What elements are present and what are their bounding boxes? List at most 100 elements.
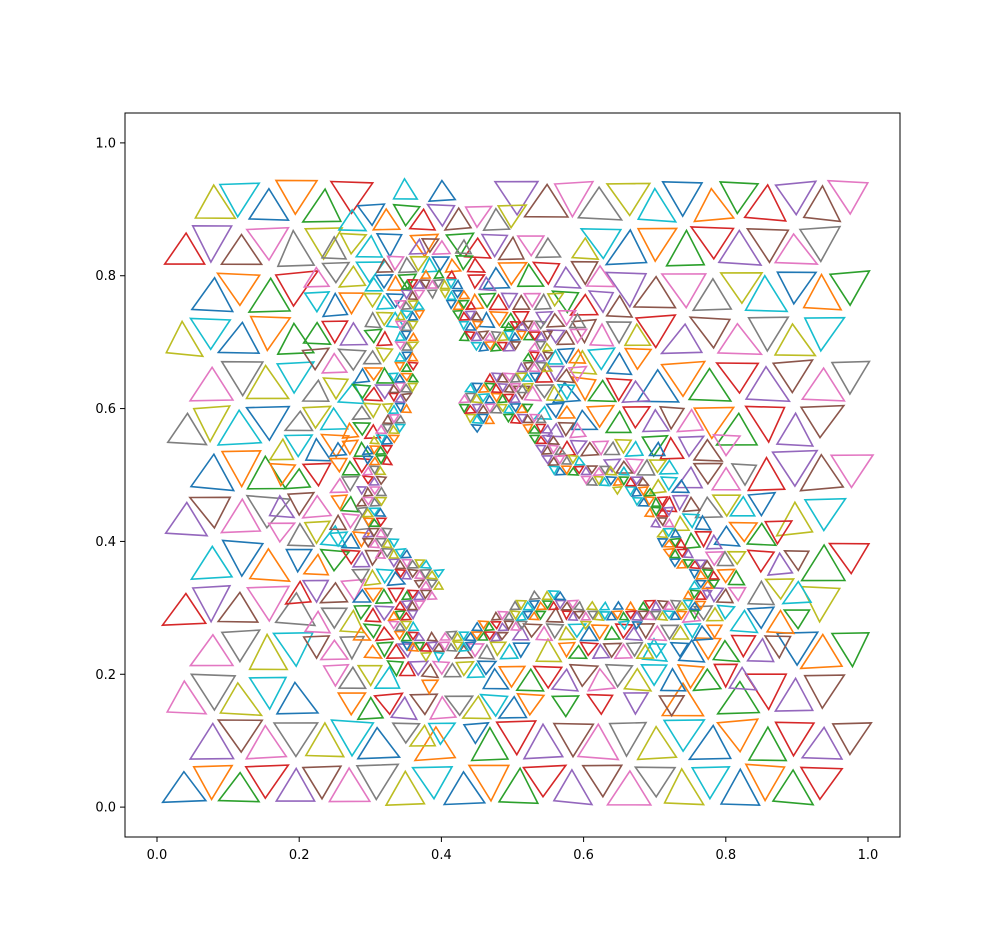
- mesh-triangle: [458, 641, 470, 653]
- mesh-triangle: [669, 641, 690, 658]
- mesh-triangle: [361, 537, 375, 549]
- mesh-triangle: [301, 347, 331, 372]
- mesh-triangle: [605, 294, 634, 318]
- mesh-triangle: [426, 203, 456, 228]
- mesh-triangle: [445, 269, 457, 279]
- mesh-triangle: [356, 726, 402, 760]
- mesh-triangle: [716, 680, 761, 715]
- mesh-triangle: [692, 462, 724, 486]
- mesh-triangle: [579, 625, 600, 642]
- mesh-triangle: [409, 255, 430, 273]
- mesh-triangle: [271, 631, 315, 668]
- mesh-triangle: [662, 506, 675, 517]
- mesh-triangle: [375, 568, 395, 585]
- mesh-triangle: [523, 183, 570, 218]
- mesh-triangle: [693, 637, 722, 661]
- mesh-triangle: [534, 423, 547, 435]
- mesh-triangle: [523, 384, 543, 402]
- mesh-triangle: [550, 290, 580, 314]
- mesh-triangle: [621, 379, 651, 404]
- mesh-triangle: [701, 589, 713, 600]
- mesh-triangle: [464, 300, 477, 311]
- mesh-triangle: [682, 547, 695, 559]
- mesh-triangle: [602, 642, 623, 659]
- mesh-triangle: [540, 423, 554, 434]
- mesh-triangle: [568, 421, 588, 439]
- mesh-triangle: [387, 558, 401, 568]
- mesh-triangle: [470, 341, 483, 352]
- mesh-triangle: [719, 271, 764, 305]
- mesh-triangle: [509, 620, 522, 632]
- mesh-triangle: [799, 632, 844, 670]
- mesh-triangle: [374, 465, 387, 476]
- mesh-triangle: [690, 765, 731, 801]
- mesh-triangle: [458, 631, 470, 642]
- mesh-triangle: [330, 719, 375, 758]
- mesh-triangle: [381, 537, 393, 549]
- mesh-triangle: [586, 693, 614, 716]
- mesh-triangle: [373, 665, 401, 690]
- mesh-triangle: [477, 330, 490, 341]
- mesh-triangle: [408, 660, 430, 677]
- mesh-triangle: [302, 266, 331, 288]
- mesh-triangle: [189, 544, 234, 581]
- mesh-triangle: [716, 550, 735, 567]
- mesh-triangle: [830, 360, 871, 396]
- mesh-triangle: [412, 279, 426, 290]
- mesh-triangle: [705, 624, 724, 640]
- mesh-triangle: [516, 692, 546, 717]
- mesh-triangle: [553, 590, 567, 601]
- mesh-triangle: [500, 292, 519, 310]
- mesh-triangle: [431, 660, 451, 676]
- mesh-triangle: [375, 330, 394, 347]
- mesh-triangle: [338, 635, 366, 661]
- mesh-triangle: [318, 581, 349, 604]
- mesh-triangle: [489, 631, 502, 642]
- mesh-triangle: [215, 272, 262, 307]
- mesh-triangle: [528, 434, 541, 445]
- mesh-triangle: [408, 207, 437, 231]
- mesh-triangle: [363, 587, 384, 603]
- mesh-triangle: [245, 494, 292, 530]
- mesh-triangle: [337, 665, 368, 690]
- mesh-triangle: [746, 637, 775, 663]
- mesh-triangle: [497, 235, 526, 261]
- mesh-triangle: [554, 466, 567, 476]
- mesh-triangle: [268, 494, 296, 519]
- mesh-triangle: [528, 599, 541, 611]
- mesh-triangle: [407, 299, 420, 310]
- mesh-triangle: [659, 322, 704, 355]
- mesh-triangle: [547, 600, 560, 611]
- mesh-triangle: [458, 320, 470, 332]
- mesh-triangle: [406, 278, 419, 290]
- mesh-triangle: [688, 589, 701, 600]
- mesh-triangle: [489, 342, 503, 352]
- mesh-triangle: [775, 411, 815, 447]
- mesh-triangle: [401, 340, 414, 351]
- mesh-triangle: [352, 457, 372, 474]
- mesh-triangle: [337, 264, 367, 288]
- mesh-triangle: [671, 494, 690, 512]
- mesh-triangle: [509, 372, 521, 384]
- mesh-triangle: [496, 341, 508, 352]
- mesh-triangle: [682, 558, 695, 569]
- mesh-triangle: [363, 568, 382, 587]
- x-tick-label: 0.4: [431, 848, 452, 863]
- y-tick-label: 1.0: [95, 136, 116, 151]
- mesh-triangle: [630, 486, 643, 498]
- mesh-triangle: [496, 382, 509, 393]
- mesh-triangle: [190, 276, 235, 313]
- mesh-triangle: [503, 610, 515, 621]
- mesh-triangle: [274, 766, 316, 802]
- mesh-triangle: [649, 506, 662, 517]
- mesh-triangle: [669, 599, 682, 611]
- mesh-triangle: [393, 299, 407, 310]
- mesh-triangle: [373, 605, 395, 622]
- mesh-triangle: [467, 764, 511, 803]
- mesh-triangle: [394, 558, 407, 570]
- mesh-triangle: [631, 496, 644, 507]
- mesh-triangle: [534, 361, 548, 372]
- mesh-triangle: [567, 623, 588, 639]
- mesh-triangle: [362, 517, 375, 527]
- mesh-triangle: [368, 486, 382, 496]
